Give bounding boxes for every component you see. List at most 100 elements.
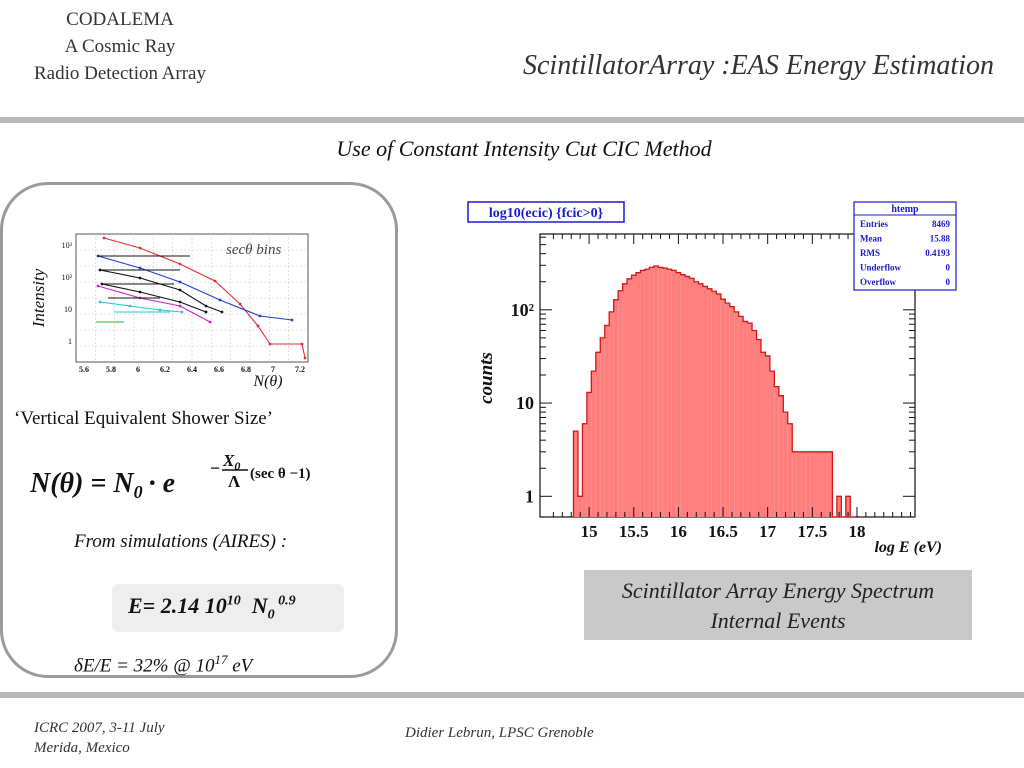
inset-series-line (97, 285, 211, 323)
histogram-bars (572, 265, 855, 518)
energy-formula: E= 2.14 1010 N0 0.9 (128, 593, 296, 623)
histogram-bar (644, 269, 650, 517)
inset-point (98, 300, 102, 304)
x-tick-label: 15.5 (619, 522, 649, 541)
histogram-bar (805, 451, 811, 517)
y-tick-label: 1 (525, 486, 534, 506)
inset-xtick-label: 5.6 (79, 365, 89, 374)
spectrum-caption-box: Scintillator Array Energy Spectrum Inter… (584, 570, 972, 640)
inset-point (218, 298, 222, 302)
x-tick-label: 18 (848, 522, 865, 541)
inset-point (178, 280, 182, 284)
inset-point (300, 342, 304, 346)
histogram-bar (720, 299, 726, 517)
histogram-bar (618, 290, 623, 517)
stats-title: htemp (891, 204, 919, 215)
intensity-inset-chart: secθ bins 10³ 10² 10 1 5.6 5.8 6 6.2 6.4 6.6 6.8 7… (30, 233, 309, 390)
histogram-bar (814, 451, 820, 517)
formula-num: X (222, 451, 235, 470)
stats-box: htemp Entries 8469 Mean 15.88 RMS 0.4193 Under… (853, 201, 957, 291)
footer-conference: ICRC 2007, 3-11 July Merida, Mexico (34, 718, 165, 758)
histogram-bar (752, 330, 757, 517)
histogram-bar (716, 293, 721, 517)
inset-point (256, 324, 260, 328)
histogram-bar (667, 269, 672, 517)
inset-point (238, 302, 242, 306)
histogram-bar (613, 299, 619, 517)
histogram-bar (792, 451, 797, 517)
x-tick-label: 16 (670, 522, 687, 541)
histogram-bar (734, 311, 739, 517)
vess-label: ‘Vertical Equivalent Shower Size’ (14, 408, 274, 429)
inset-point (178, 304, 182, 308)
inset-point (180, 310, 184, 314)
stats-value: 0 (946, 263, 951, 273)
stats-label: RMS (860, 248, 880, 258)
inset-xtick-label: 5.8 (106, 365, 116, 374)
inset-point (213, 279, 217, 283)
histogram-bar (591, 371, 596, 517)
inset-xtick-label: 6 (136, 365, 140, 374)
formula-minus: − (210, 458, 220, 478)
histogram-bar (662, 268, 668, 517)
inset-series-line (99, 301, 183, 313)
histogram-bar (819, 451, 824, 517)
histogram-bar (702, 286, 708, 517)
stats-value: 15.88 (930, 234, 951, 244)
inset-xtick-label: 6.2 (160, 365, 170, 374)
formula-sub: 0 (134, 482, 143, 502)
y-tick-label: 10 (516, 393, 534, 413)
inset-point (138, 290, 142, 294)
caption-line: Internal Events (710, 608, 846, 633)
formula-lhs: N(θ) = N (30, 468, 135, 499)
inset-point (290, 318, 294, 322)
histogram-bar (586, 392, 592, 517)
stats-label: Entries (860, 219, 888, 229)
brand-line: CODALEMA (66, 9, 174, 30)
inset-xtick-label: 7 (271, 365, 275, 374)
footer-divider (0, 692, 1024, 698)
histogram-bar (631, 275, 636, 517)
inset-ytick-labels: 10³ 10² 10 1 (62, 241, 73, 346)
histogram-bar (823, 451, 828, 517)
inset-point (128, 304, 132, 308)
inset-series (96, 236, 307, 360)
x-tick-label: 16.5 (708, 522, 738, 541)
histogram-bar (577, 496, 583, 517)
histogram-bar (600, 337, 605, 517)
histogram-bar (756, 339, 761, 517)
histogram-bar (698, 283, 703, 517)
histogram-bar (827, 451, 833, 517)
svg-text:X0: X0 (222, 451, 240, 473)
energy-formula-box: E= 2.14 1010 N0 0.9 (112, 584, 344, 632)
stats-frame (853, 201, 957, 291)
footer-line: Merida, Mexico (34, 740, 130, 756)
caption-line: Scintillator Array Energy Spectrum (621, 578, 935, 603)
stats-value: 0.4193 (925, 248, 950, 258)
histogram-bar (671, 270, 677, 517)
inset-xtick-label: 7.2 (295, 365, 305, 374)
slide-title: ScintillatorArray :EAS Energy Estimation (522, 50, 994, 81)
stats-value: 0 (946, 277, 951, 287)
histogram-bar (743, 321, 748, 517)
inset-point (208, 320, 212, 324)
histogram-bar (635, 272, 641, 517)
histogram-bar (582, 423, 587, 517)
inset-ytick-label: 1 (68, 337, 72, 346)
histogram-bar (810, 451, 815, 517)
histogram-bar (707, 288, 712, 517)
shower-size-formula: N(θ) = N0 · e − X0 Λ (sec θ −1) (30, 451, 311, 502)
histogram-bar (765, 355, 770, 517)
inset-point (138, 276, 142, 280)
inset-ytick-label: 10² (62, 273, 73, 282)
histogram-bar (787, 423, 793, 517)
histogram-bar (783, 412, 788, 517)
inset-ytick-label: 10 (64, 305, 72, 314)
energy-histogram: log10(ecic) {fcic>0} 15 15.5 16 16.5 17 17.5 1… (467, 201, 957, 556)
histogram-bar (653, 265, 659, 517)
formula-paren: (sec θ −1) (250, 466, 311, 482)
histogram-bar (738, 316, 744, 517)
histogram-bar (609, 311, 614, 517)
inset-point (204, 304, 208, 308)
formula-den: Λ (228, 472, 241, 491)
